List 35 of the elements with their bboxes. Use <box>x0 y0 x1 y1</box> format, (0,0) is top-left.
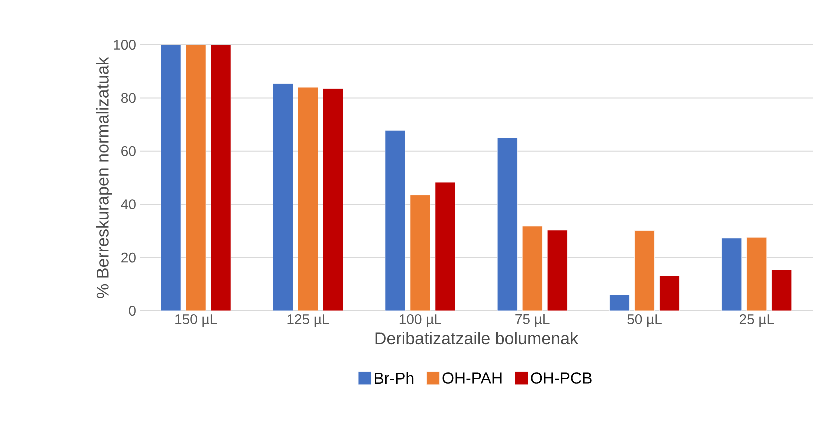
legend-label: OH-PAH <box>442 372 502 384</box>
x-tick-label: 125 µL <box>288 314 330 328</box>
x-tick-label: 50 µL <box>628 314 662 328</box>
bar <box>160 45 182 311</box>
legend-label: OH-PCB <box>531 372 592 384</box>
bar <box>547 230 568 311</box>
bar <box>186 45 206 311</box>
x-tick-label: 75 µL <box>516 314 550 328</box>
bar <box>610 294 630 311</box>
y-tick-label: 60 <box>122 146 136 156</box>
bar <box>298 87 318 311</box>
x-tick-label: 25 µL <box>740 314 774 328</box>
y-tick-label: 20 <box>122 252 136 263</box>
y-tick-label: 80 <box>122 93 136 104</box>
bar <box>323 88 344 311</box>
bar <box>497 138 518 311</box>
bar <box>746 237 768 311</box>
bar <box>273 84 294 311</box>
y-tick-label: 0 <box>129 306 136 316</box>
x-axis-title: Deribatizatzaile bolumenak <box>376 332 579 345</box>
y-tick-label: 40 <box>121 200 136 210</box>
legend-label: Br-Ph <box>375 372 414 384</box>
x-tick-label: 150 µL <box>176 314 218 328</box>
bar <box>410 195 431 311</box>
bar <box>660 276 680 311</box>
bar <box>210 45 232 311</box>
bar <box>634 230 655 311</box>
bar <box>522 226 543 311</box>
y-axis-title: % Berreskurapen normalizatuak <box>96 57 112 298</box>
x-tick-label: 100 µL <box>400 314 442 328</box>
y-tick-label: 100 <box>114 40 136 50</box>
bar <box>435 182 456 311</box>
bar <box>385 130 406 311</box>
bar <box>772 270 792 311</box>
bar <box>722 238 742 311</box>
